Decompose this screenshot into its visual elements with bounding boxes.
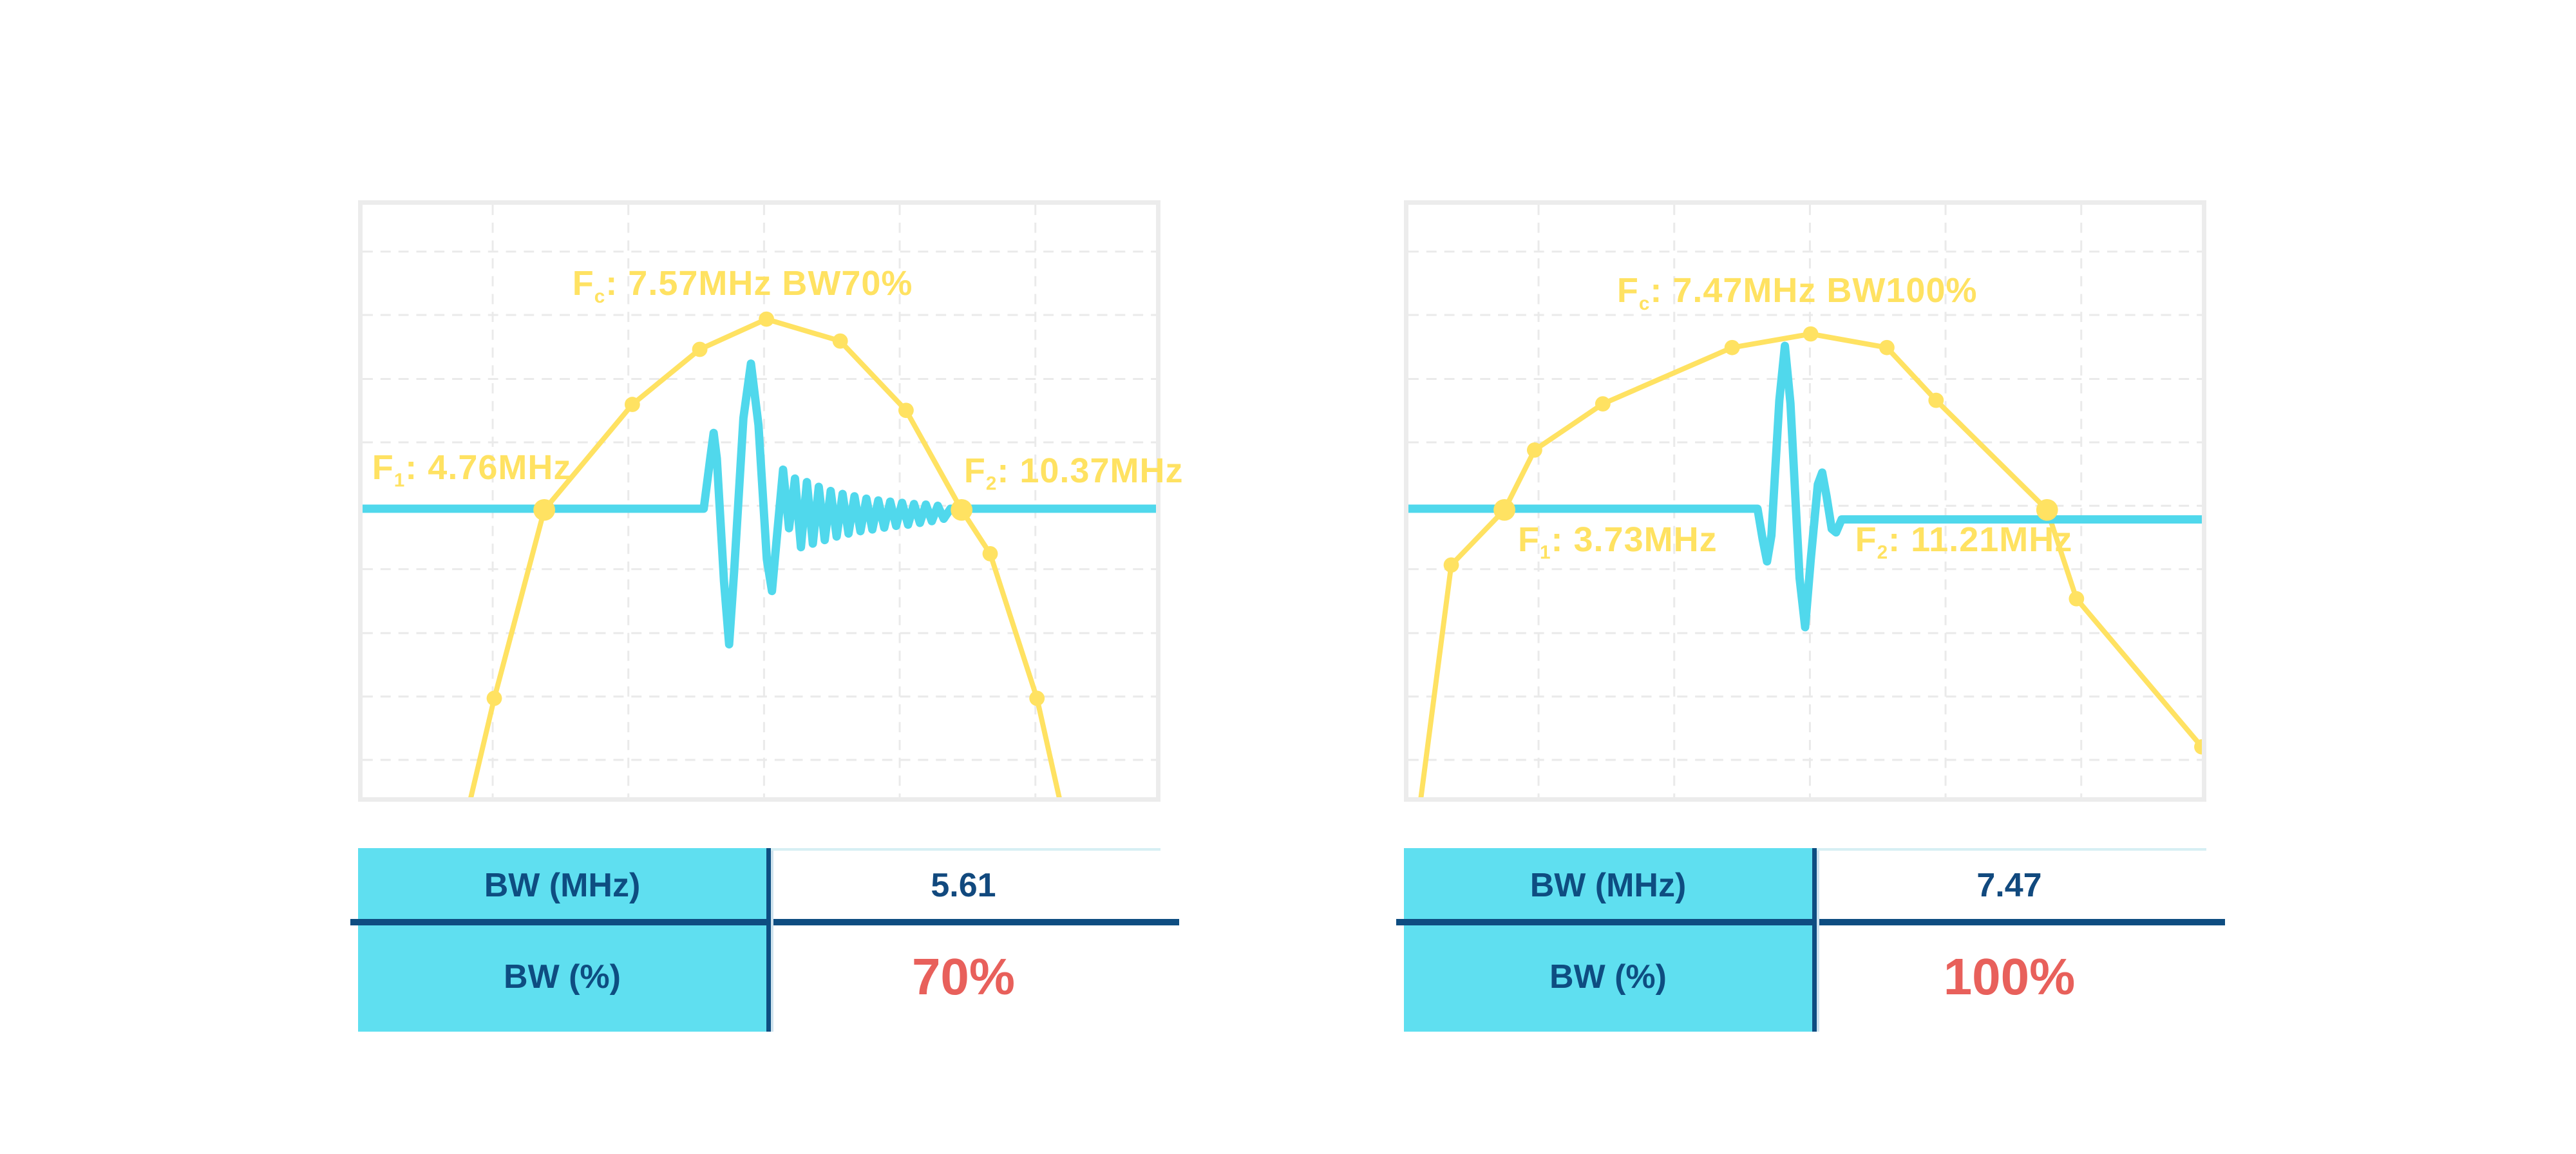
table-value-text: 70% xyxy=(911,948,1016,1005)
f2-annotation: F2: 10.37MHz xyxy=(963,451,1184,495)
table-label-cell: BW (MHz) xyxy=(358,848,766,922)
bw-table-left: BW (MHz) 5.61 BW (%) 70% xyxy=(350,848,1179,1032)
bw-table-right: BW (MHz) 7.47 BW (%) 100% xyxy=(1396,848,2225,1032)
table-row-divider xyxy=(350,919,1179,925)
table-row: BW (%) 70% xyxy=(358,922,1160,1032)
table-value-cell: 7.47 xyxy=(1812,848,2206,922)
table-top-line xyxy=(771,848,1160,851)
f1-annotation: F1: 3.73MHz xyxy=(1518,520,1718,563)
table-top-line xyxy=(1817,848,2206,851)
table-row: BW (MHz) 5.61 xyxy=(358,848,1160,922)
table-row: BW (MHz) 7.47 xyxy=(1404,848,2206,922)
table-label-cell: BW (%) xyxy=(1404,922,1812,1032)
spectrum-plot-left xyxy=(363,205,1156,797)
table-value-cell: 100% xyxy=(1812,922,2206,1032)
table-label-cell: BW (%) xyxy=(358,922,766,1032)
table-row: BW (%) 100% xyxy=(1404,922,2206,1032)
table-value-cell: 70% xyxy=(766,922,1160,1032)
table-column-divider xyxy=(766,848,771,1032)
spectrum-chart-panel-right: Fc: 7.47MHz BW100% F1: 3.73MHz F2: 11.21… xyxy=(1404,200,2206,802)
fc-annotation: Fc: 7.57MHz BW70% xyxy=(572,263,913,307)
table-row-divider xyxy=(1396,919,2225,925)
spectrum-chart-panel-left: Fc: 7.57MHz BW70% F1: 4.76MHz F2: 10.37M… xyxy=(358,200,1182,802)
f2-annotation: F2: 11.21MHz xyxy=(1855,520,2073,563)
f1-annotation: F1: 4.76MHz xyxy=(372,448,572,491)
chart-column-left: Fc: 7.57MHz BW70% F1: 4.76MHz F2: 10.37M… xyxy=(350,200,1182,1032)
table-label-cell: BW (MHz) xyxy=(1404,848,1812,922)
table-value-cell: 5.61 xyxy=(766,848,1160,922)
table-value-text: 100% xyxy=(1943,948,2076,1005)
table-value-text: 5.61 xyxy=(931,866,996,904)
table-label-text: BW (%) xyxy=(1549,958,1667,996)
spectrum-plot-right xyxy=(1408,205,2202,797)
table-label-text: BW (MHz) xyxy=(484,866,641,904)
table-value-text: 7.47 xyxy=(1976,866,2042,904)
table-label-text: BW (MHz) xyxy=(1530,866,1687,904)
table-column-divider xyxy=(1812,848,1817,1032)
fc-annotation: Fc: 7.47MHz BW100% xyxy=(1616,270,1978,314)
table-column-divider-light xyxy=(1817,851,1819,1032)
chart-column-right: Fc: 7.47MHz BW100% F1: 3.73MHz F2: 11.21… xyxy=(1396,200,2225,1032)
table-column-divider-light xyxy=(771,851,773,1032)
table-label-text: BW (%) xyxy=(504,958,621,996)
